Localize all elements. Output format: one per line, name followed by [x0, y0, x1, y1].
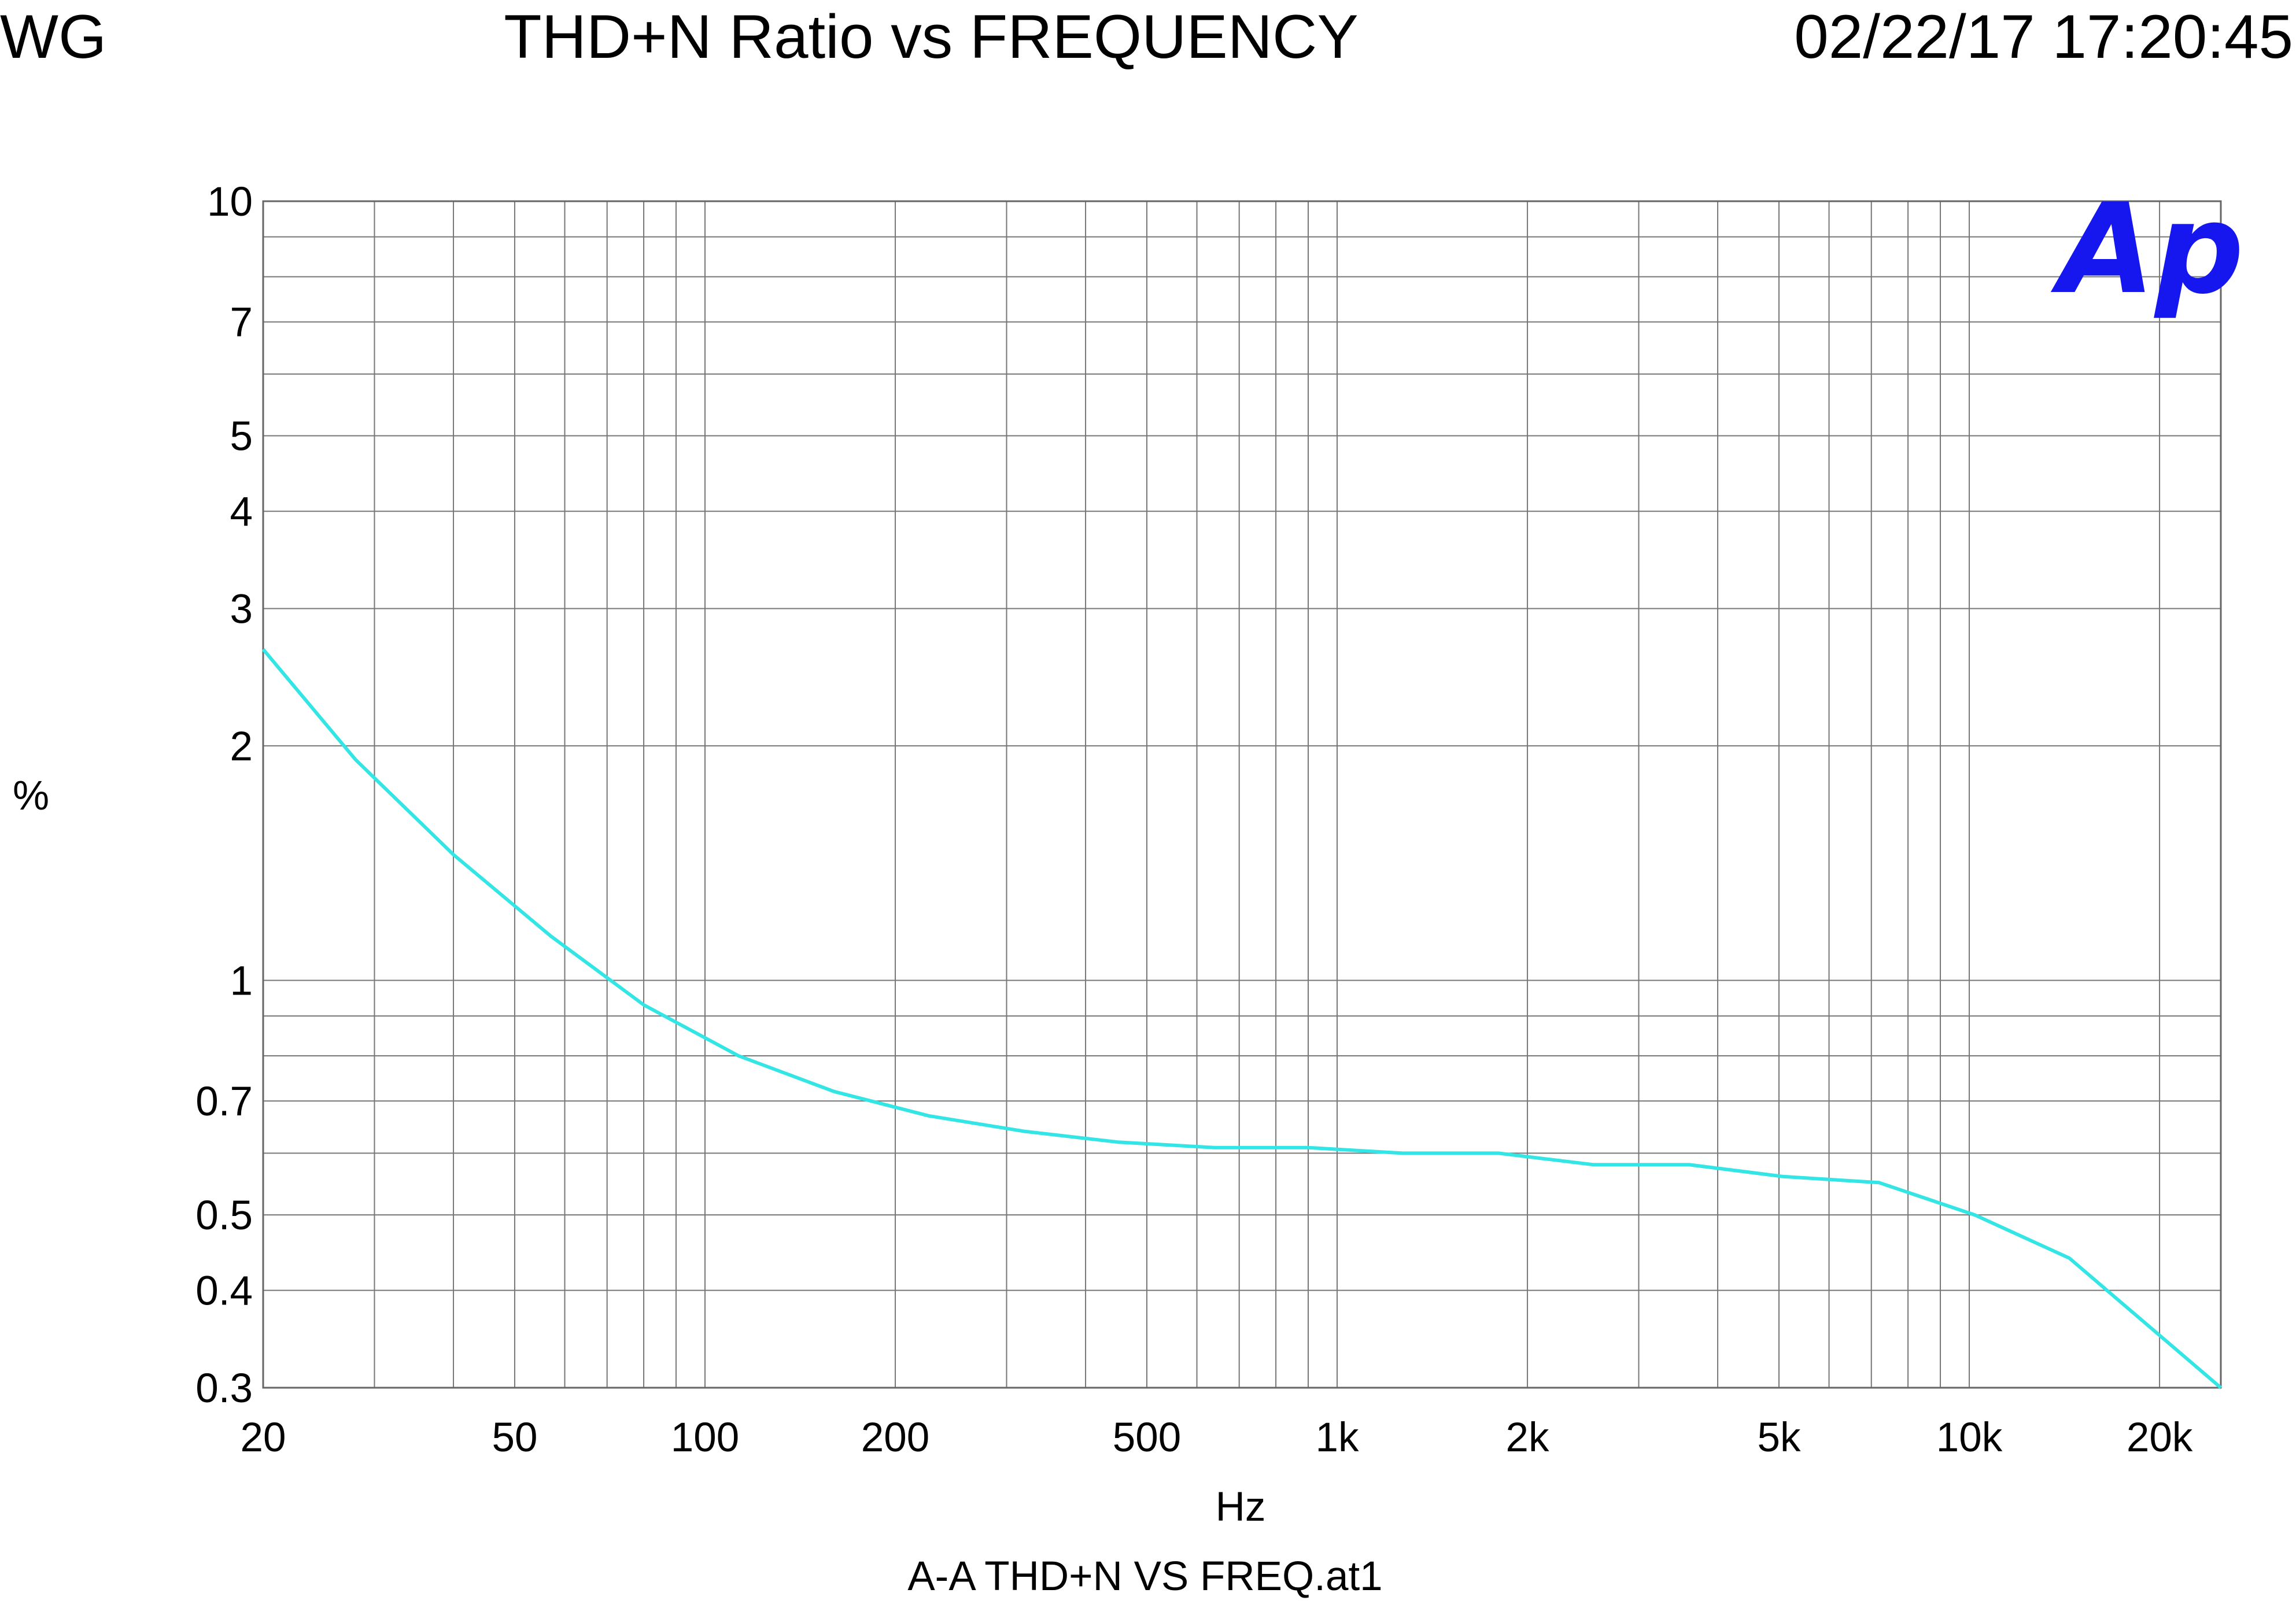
series-line: [261, 648, 2222, 1389]
x-tick-label: 100: [671, 1415, 739, 1461]
y-tick-label: 0.4: [195, 1269, 253, 1314]
x-tick-label: 10k: [1936, 1415, 2003, 1461]
y-tick-label: 1: [230, 958, 253, 1004]
y-tick-label: 3: [230, 587, 253, 633]
x-tick-label: 2k: [1506, 1415, 1549, 1461]
x-axis-ticks: 20 50 100 200 500 1k 2k 5k 10k 20k: [241, 1415, 2193, 1461]
y-tick-label: 0.7: [195, 1079, 253, 1125]
y-axis-ticks: 10 7 5 4 3 2 1 0.7 0.5 0.4 0.3: [195, 179, 253, 1411]
x-tick-label: 1k: [1316, 1415, 1359, 1461]
header-left-label: WG: [0, 2, 106, 71]
x-tick-label: 5k: [1758, 1415, 1801, 1461]
chart-title: THD+N Ratio vs FREQUENCY: [504, 2, 1358, 71]
grid: [263, 201, 2221, 1388]
y-tick-label: 0.5: [195, 1193, 253, 1239]
x-axis-label: Hz: [1216, 1484, 1266, 1530]
series-group: [261, 648, 2222, 1389]
plot-frame: [262, 200, 2222, 1389]
timestamp: 02/22/17 17:20:45: [1794, 2, 2293, 71]
y-tick-label: 0.3: [195, 1366, 253, 1411]
y-axis-label: %: [13, 773, 49, 819]
ap-logo: Ap: [2051, 176, 2244, 321]
y-tick-label: 2: [230, 724, 253, 770]
x-tick-label: 200: [861, 1415, 929, 1461]
y-tick-label: 5: [230, 414, 253, 460]
y-tick-label: 7: [230, 300, 253, 346]
x-tick-label: 20k: [2127, 1415, 2193, 1461]
footer-filename: A-A THD+N VS FREQ.at1: [907, 1554, 1382, 1599]
x-tick-label: 20: [241, 1415, 286, 1461]
y-tick-label: 10: [207, 179, 253, 225]
x-tick-label: 500: [1113, 1415, 1181, 1461]
y-tick-label: 4: [230, 489, 253, 535]
x-tick-label: 50: [492, 1415, 537, 1461]
